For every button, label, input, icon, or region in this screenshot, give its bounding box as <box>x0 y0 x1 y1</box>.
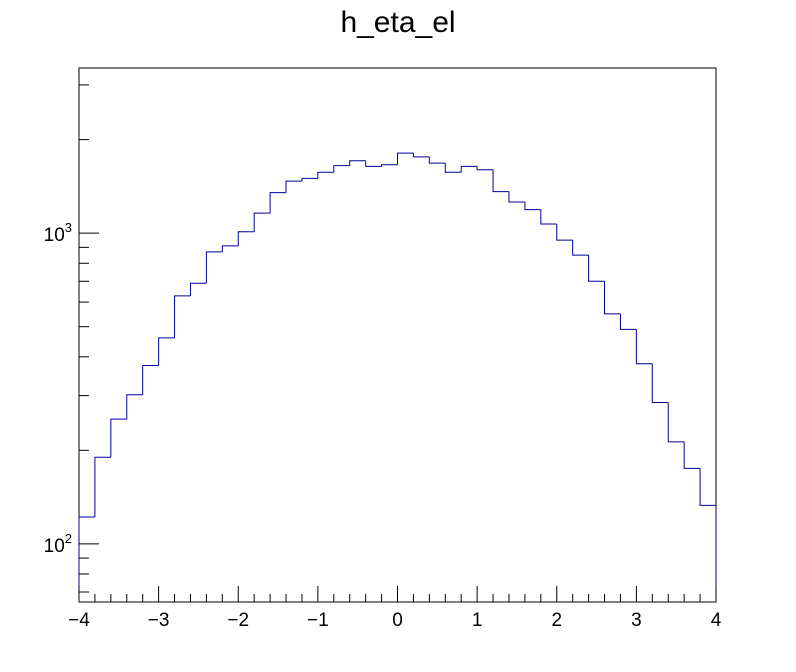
histogram-bin <box>699 468 716 506</box>
histogram-bin <box>540 209 557 225</box>
y-tick-base: 10 <box>44 536 65 557</box>
histogram-bin <box>572 240 589 256</box>
histogram-bin <box>269 192 287 214</box>
x-axis: −4 −3 −2 −1 0 1 2 3 4 <box>68 586 722 631</box>
x-tick-label: −1 <box>307 610 329 631</box>
histogram-bin <box>492 169 509 193</box>
histogram-bin <box>588 255 605 282</box>
histogram-bin <box>221 245 239 252</box>
histogram-bin <box>604 281 621 315</box>
histogram-bin <box>142 365 159 395</box>
histogram-bin <box>619 313 637 330</box>
histogram-bin <box>205 251 223 284</box>
histogram-bin <box>508 191 525 203</box>
chart-title: h_eta_el <box>340 6 455 39</box>
y-tick-label: 103 <box>44 220 72 246</box>
y-tick-base: 10 <box>44 225 65 246</box>
histogram-bin <box>317 171 334 179</box>
histogram-bin <box>253 212 271 232</box>
histogram-bin <box>651 363 669 404</box>
histogram-bin <box>412 153 430 158</box>
x-tick-label: −2 <box>227 610 249 631</box>
histogram-bin <box>158 337 175 366</box>
histogram-bin <box>397 152 414 165</box>
x-tick-label: 2 <box>551 610 562 631</box>
histogram-bin <box>237 231 255 246</box>
x-tick-label: 3 <box>631 610 642 631</box>
x-tick-label: 1 <box>472 610 483 631</box>
histogram-bin <box>94 456 111 518</box>
histogram-bin <box>349 160 366 166</box>
histogram-bin <box>476 166 494 171</box>
x-tick-label: 0 <box>392 610 403 631</box>
x-tick-label: 4 <box>711 610 722 631</box>
histogram-bin <box>110 418 127 458</box>
histogram-bin <box>365 160 382 167</box>
histogram-bin <box>285 180 302 193</box>
histogram-bin <box>428 156 446 164</box>
histogram-bin <box>683 441 701 469</box>
histogram-bin <box>333 165 350 173</box>
histogram-bin <box>381 164 398 167</box>
x-tick-label: −4 <box>68 610 90 631</box>
histogram-bin <box>524 201 541 211</box>
histogram-bin <box>635 329 653 365</box>
histogram-bin <box>460 165 478 173</box>
y-tick-label: 102 <box>44 531 72 557</box>
y-tick-exponent: 3 <box>65 220 72 235</box>
x-tick-label: −3 <box>148 610 170 631</box>
histogram-bin <box>174 295 191 338</box>
histogram-bin <box>189 282 207 296</box>
plot-area <box>78 67 717 603</box>
histogram-bin <box>667 402 685 443</box>
histogram-bin <box>301 177 318 182</box>
histogram-bin <box>126 394 143 420</box>
histogram-bin <box>78 516 95 602</box>
y-tick-exponent: 2 <box>65 531 72 546</box>
histogram-bin <box>556 224 573 241</box>
histogram-bin <box>444 163 462 173</box>
